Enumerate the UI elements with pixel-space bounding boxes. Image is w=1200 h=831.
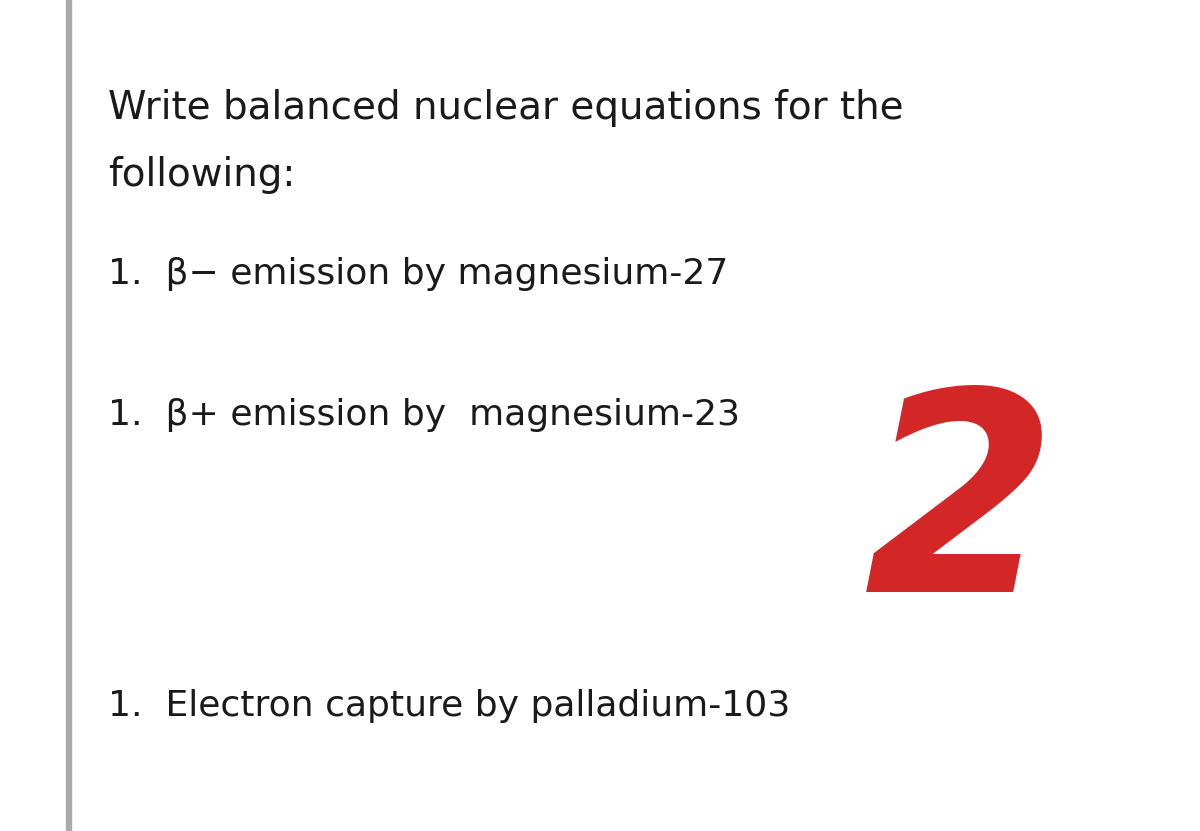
Text: following:: following: (108, 155, 295, 194)
Text: 1.  β+ emission by  magnesium-23: 1. β+ emission by magnesium-23 (108, 399, 740, 432)
Text: 1.  Electron capture by palladium-103: 1. Electron capture by palladium-103 (108, 690, 791, 723)
Bar (66, 0, 71, 831)
Text: Write balanced nuclear equations for the: Write balanced nuclear equations for the (108, 89, 904, 127)
Text: 2: 2 (863, 381, 1057, 650)
Text: 1.  β− emission by magnesium-27: 1. β− emission by magnesium-27 (108, 258, 728, 291)
